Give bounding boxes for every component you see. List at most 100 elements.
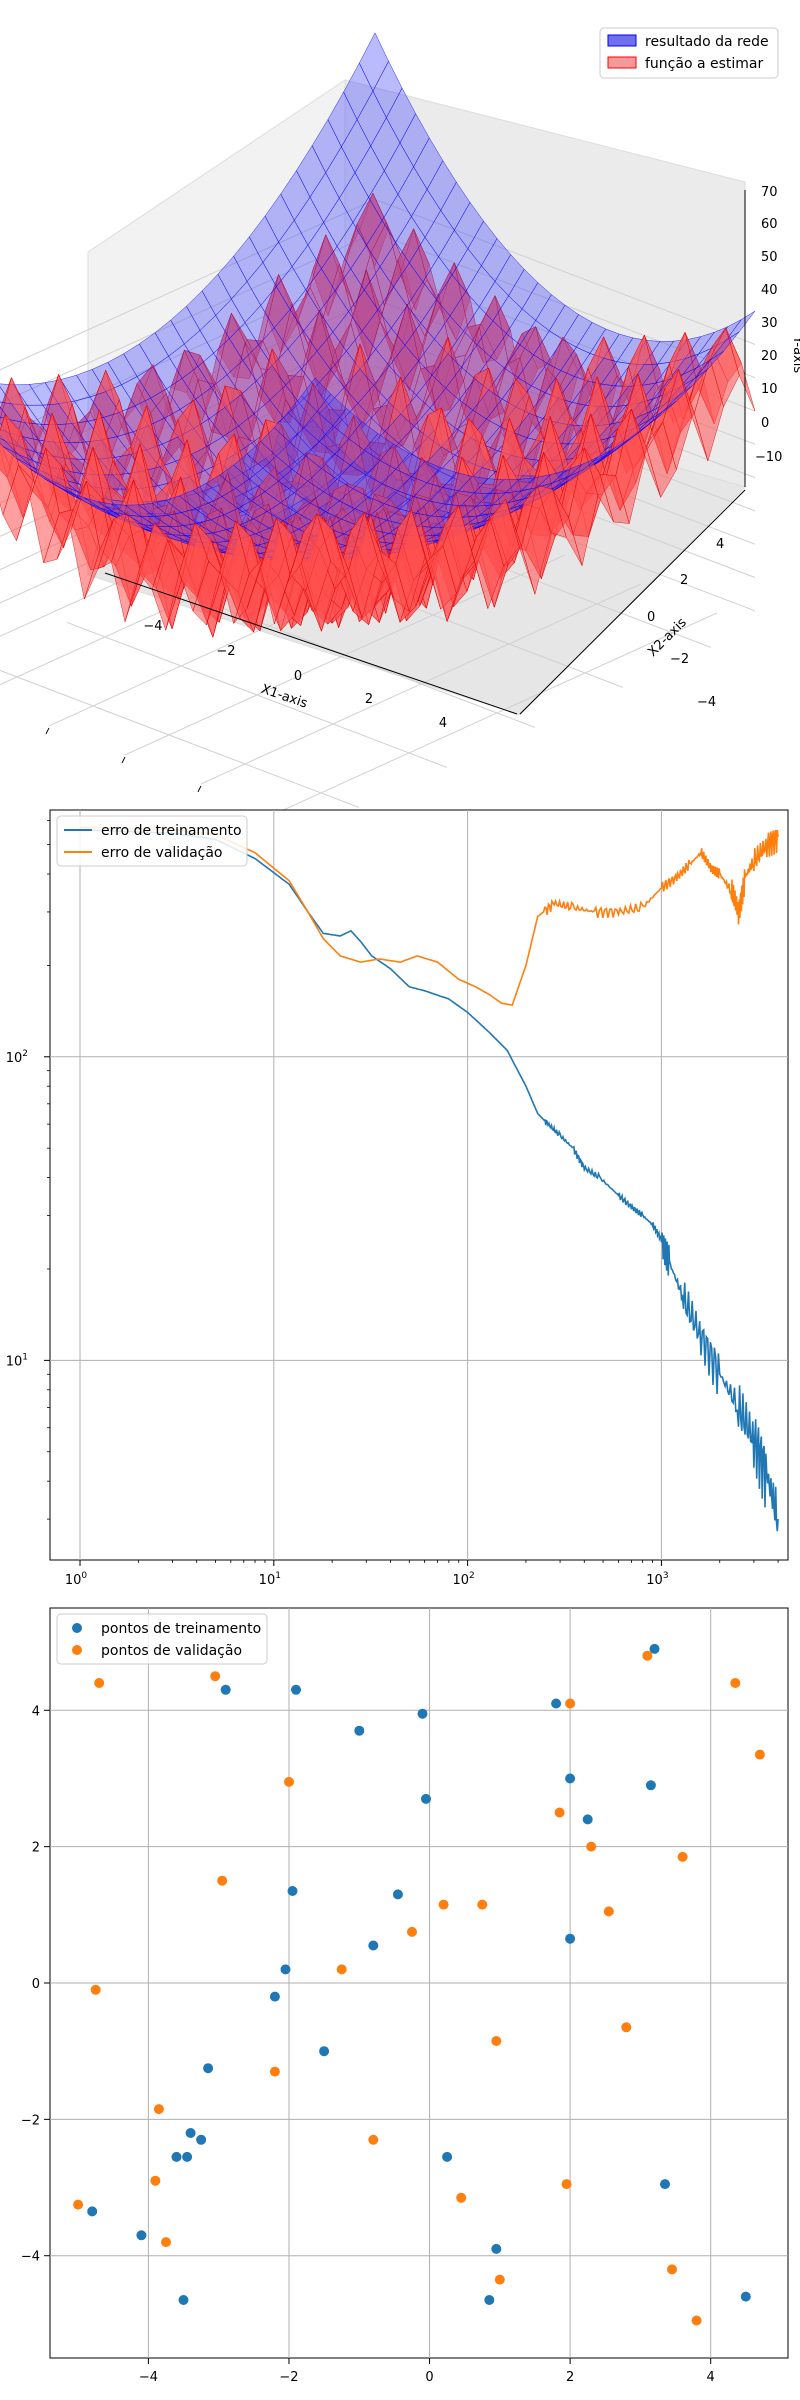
y-tick-exponent: 1 [22,1352,28,1362]
x1-tick-labels: −4 −2 0 2 4 [143,619,447,731]
validation-point [90,1984,101,1995]
training-point [392,1889,403,1900]
x1-tick-label: 0 [294,669,302,684]
validation-point [407,1926,417,1937]
training-point [417,1708,428,1719]
training-point [319,2046,330,2057]
training-point [354,1725,365,1736]
training-point [269,1991,280,2002]
validation-point [491,2036,502,2046]
training-point [287,1886,298,1896]
validation-point [642,1650,653,1661]
x-tick-label: 103 [646,1571,668,1588]
validation-point [368,2134,379,2145]
training-point [645,1780,656,1791]
training-point [280,1964,291,1975]
x2-tick-labels: −4 −2 0 2 4 [647,537,724,710]
x1-axis-line [104,572,518,715]
x-tick-label: 4 [707,2370,715,2385]
y-tick-label: 101 [6,1352,28,1369]
x1-tick-label: 2 [365,692,373,707]
training-point [182,2151,193,2162]
training-point [291,1684,301,1695]
loss-minor-ticks [44,820,779,1566]
surface-3d-panel: −4 −2 0 2 4 X1-axis −4 −2 0 2 4 X2-axis … [0,27,800,822]
x-tick-label: 2 [566,2370,574,2385]
legend-box [56,1613,268,1665]
z-tick-label: −10 [755,450,782,465]
validation-point [586,1841,597,1852]
training-point [551,1698,562,1709]
scatter-tick-labels: −4 −4 −2 −2 0 0 2 2 4 4 [21,1704,715,2385]
training-point [740,2291,751,2302]
training-point [660,2179,670,2190]
z-tick-label: 20 [761,349,778,364]
scatter-chart-panel: −4 −4 −2 −2 0 0 2 2 4 4 pontos de treinamento pon… [21,1607,789,2385]
loss-legend: erro de treinamento erro de validação [56,815,248,867]
validation-point [603,1906,614,1917]
y-tick-label: 102 [6,1049,28,1066]
x-tick-label: −4 [139,2370,158,2385]
legend-label-validation: pontos de validação [101,1643,242,1659]
y-tick-label: 4 [32,1704,40,1719]
training-point [421,1793,431,1804]
training-point [171,2151,182,2162]
x-tick-label: 0 [425,2370,433,2385]
x1-tick-label: 4 [439,716,447,731]
legend-marker-validation [72,1645,82,1655]
loss-lines [79,826,779,1532]
scatter-legend: pontos de treinamento pontos de validaçã… [56,1613,268,1665]
y-tick-label: −2 [21,2113,40,2128]
validation-point [284,1776,294,1787]
x-tick-exponent: 1 [275,1571,281,1581]
x-tick-label: 100 [65,1571,88,1588]
validation-point [561,2179,572,2190]
validation-point [691,2315,702,2326]
x-tick-label: 102 [452,1571,474,1588]
x2-tick-label: 2 [680,573,688,588]
validation-point [477,1899,488,1910]
surface-mesh [0,32,756,639]
x2-tick-label: −4 [697,695,716,710]
x-tick-exponent: 0 [81,1571,87,1581]
x1-axis-label: X1-axis [259,682,309,712]
legend-box [599,27,779,79]
loss-grid [50,810,788,1560]
training-point [565,1933,576,1944]
floor-grid-line [200,583,642,785]
validation-point [150,2175,161,2186]
validation-point [73,2199,84,2210]
legend-box [56,815,248,867]
z-tick-label: 70 [761,185,778,200]
x-tick-exponent: 3 [663,1571,669,1581]
legend-label-validation: erro de validação [101,845,223,861]
legend-label-target: função a estimar [645,56,763,72]
validation-point [217,1875,228,1886]
legend-swatch-network [607,34,637,47]
z-tick-labels: −10 0 10 20 30 40 50 60 70 [755,185,782,465]
legend-swatch-target [607,56,637,69]
z-tick-label: 40 [761,283,778,298]
training-error-line [79,828,779,1532]
y-tick-label: 2 [32,1841,40,1856]
floor-grid-line [0,669,360,808]
legend-marker-train [72,1623,82,1633]
training-point [178,2295,189,2305]
legend-label-train: pontos de treinamento [101,1621,261,1637]
validation-point [494,2274,505,2285]
validation-point [621,2022,632,2033]
floor-grid-line [276,612,718,814]
validation-point [438,1899,449,1910]
z-tick-label: 0 [761,416,769,431]
x1-tick-mark [45,727,50,735]
training-point [203,2063,214,2074]
training-point [185,2128,196,2138]
loss-plot-area [49,809,789,1561]
validation-point [336,1964,347,1975]
z-axis-label: Y-axis [790,335,800,373]
x-tick-label: 101 [259,1571,281,1588]
scatter-grid [44,1608,788,2364]
training-point [565,1773,576,1784]
